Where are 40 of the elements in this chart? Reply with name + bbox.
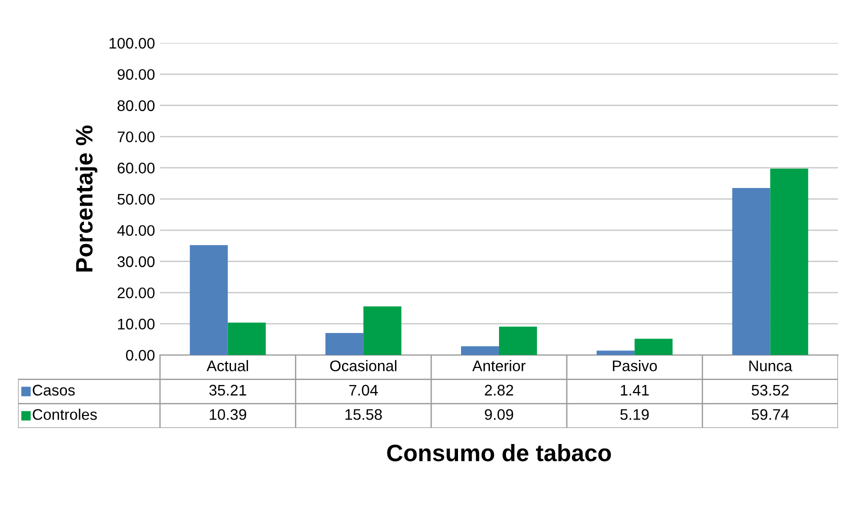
- x-tick-label: Nunca: [749, 360, 792, 372]
- y-axis-title: Porcentaje %: [75, 125, 98, 272]
- y-tick-label: 60.00: [118, 162, 155, 174]
- data-label: 7.04: [349, 384, 378, 396]
- y-tick-label: 0.00: [126, 350, 155, 361]
- x-axis-title: Consumo de tabaco: [387, 444, 611, 462]
- bar: [228, 322, 266, 355]
- data-label: 35.21: [209, 384, 246, 396]
- y-tick-label: 100.00: [110, 38, 155, 49]
- y-tick-label: 80.00: [118, 100, 155, 112]
- bar: [596, 350, 635, 355]
- x-tick-label: Anterior: [472, 360, 526, 372]
- data-label: 1.41: [620, 384, 649, 396]
- bar: [634, 338, 673, 355]
- y-tick-label: 50.00: [118, 194, 155, 205]
- bar: [732, 188, 770, 355]
- bar: [770, 168, 808, 355]
- data-label: 2.82: [484, 384, 514, 396]
- y-tick-label: 30.00: [117, 256, 155, 268]
- bar: [499, 326, 537, 355]
- y-tick-label: 10.00: [118, 318, 155, 330]
- data-label: 15.58: [345, 409, 382, 420]
- legend-label: Controles: [32, 408, 97, 420]
- bar: [363, 306, 402, 355]
- y-tick-label: 40.00: [117, 225, 155, 236]
- x-tick-label: Ocasional: [330, 360, 396, 372]
- data-label: 53.52: [752, 384, 789, 396]
- y-tick-label: 70.00: [118, 131, 155, 142]
- data-label: 5.19: [620, 409, 649, 420]
- data-label: 9.09: [484, 409, 514, 420]
- y-tick-label: 20.00: [118, 287, 155, 298]
- bar: [190, 245, 228, 355]
- data-label: 59.74: [752, 409, 789, 420]
- bar: [325, 333, 364, 355]
- y-tick-label: 90.00: [118, 69, 155, 80]
- x-tick-label: Actual: [206, 360, 248, 372]
- x-tick-label: Pasivo: [612, 360, 657, 372]
- legend-label: Casos: [32, 384, 75, 396]
- bar: [461, 346, 499, 355]
- data-label: 10.39: [210, 409, 246, 420]
